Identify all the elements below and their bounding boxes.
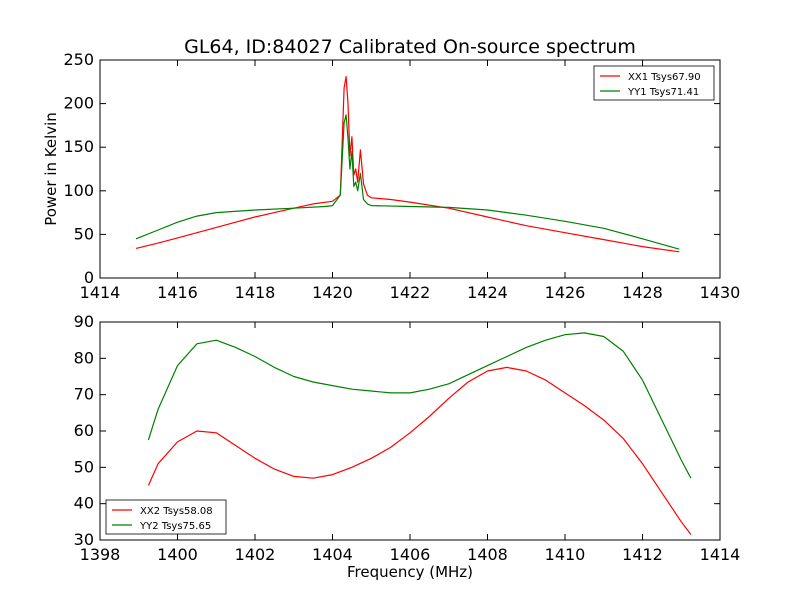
x-tick-label: 1428 [622,283,663,302]
x-tick-label: 1400 [157,545,198,564]
x-tick-label: 1420 [312,283,353,302]
x-tick-label: 1406 [390,545,431,564]
x-tick-label: 1416 [157,283,198,302]
x-tick-label: 1404 [312,545,353,564]
x-tick-label: 1414 [80,283,121,302]
x-tick-label: 1422 [390,283,431,302]
series-line-1-1 [135,75,680,253]
y-tick-label: 250 [63,50,94,69]
x-tick-label: 1398 [80,545,121,564]
y-tick-label: 150 [63,137,94,156]
series-line-2-2 [147,332,692,479]
y-tick-label: 40 [74,494,94,513]
y-tick-label: 0 [84,268,94,287]
y-tick-label: 90 [74,312,94,331]
legend-box [105,499,227,535]
y-tick-label: 80 [74,348,94,367]
x-tick-label: 1424 [467,283,508,302]
legend-box [593,65,715,101]
x-tick-label: 1412 [622,545,663,564]
y-tick-label: 50 [74,457,94,476]
series-line-1-2 [135,114,680,250]
legend: XX1 Tsys67.90 YY1 Tsys71.41 [593,65,715,101]
legend-label: XX1 Tsys67.90 [628,72,701,83]
y-tick-label: 60 [74,421,94,440]
y-tick-label: 100 [63,181,94,200]
bottom-plot-panel: 1398 1400 1402 1404 1406 1408 1410 1412 1414 30 40… [74,312,741,564]
legend-label: YY1 Tsys71.41 [627,87,699,98]
x-tick-label: 1402 [235,545,276,564]
y-tick-label: 70 [74,385,94,404]
x-tick-label: 1426 [545,283,586,302]
y-axis-label: Power in Kelvin [42,112,60,226]
legend-label: XX2 Tsys58.08 [140,506,213,517]
x-tick-label: 1430 [700,283,741,302]
x-tick-label: 1414 [700,545,741,564]
x-tick-label: 1410 [545,545,586,564]
chart-title: GL64, ID:84027 Calibrated On-source spec… [184,36,636,58]
y-tick-label: 30 [74,530,94,549]
x-axis-label: Frequency (MHz) [347,563,473,581]
y-tick-label: 200 [63,94,94,113]
y-tick-label: 50 [74,224,94,243]
legend: XX2 Tsys58.08 YY2 Tsys75.65 [105,499,227,535]
top-plot-panel: 1414 1416 1418 1420 1422 1424 1426 1428 1430 0 50 1… [42,50,740,302]
x-tick-label: 1408 [467,545,508,564]
legend-label: YY2 Tsys75.65 [139,521,211,532]
x-tick-label: 1418 [235,283,276,302]
series-line-2-1 [147,366,692,535]
